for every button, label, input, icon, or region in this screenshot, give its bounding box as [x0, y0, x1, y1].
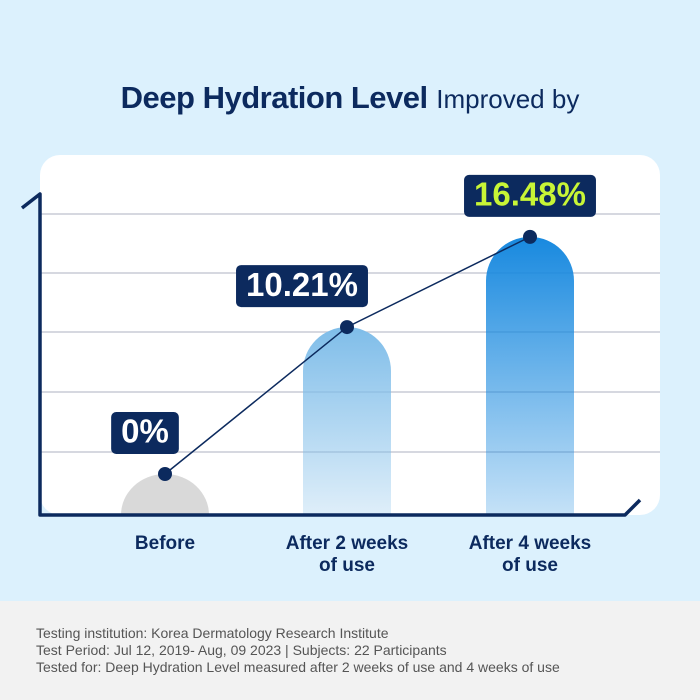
- point: [340, 320, 354, 335]
- axes: [20, 192, 642, 517]
- footnote-line: Testing institution: Korea Dermatology R…: [36, 625, 389, 641]
- bar: [486, 236, 574, 515]
- bar: [121, 474, 209, 515]
- footnote: Testing institution: Korea Dermatology R…: [0, 601, 700, 700]
- value-label: 16.48%: [474, 176, 586, 213]
- chart-title: Deep Hydration Level: [120, 80, 428, 115]
- title-suffix: Improved by: [436, 84, 580, 114]
- x-tick-label: After 2 weeks of use: [285, 533, 409, 576]
- x-tick-label: After 4 weeks of use: [468, 533, 592, 576]
- footnote-line: Tested for: Deep Hydration Level measure…: [36, 659, 560, 675]
- value-label: 0%: [121, 413, 169, 450]
- value-label-box: [111, 412, 179, 454]
- x-tick-label: Before: [134, 533, 196, 554]
- value-label-box: [236, 265, 368, 308]
- footnote-line: Test Period: Jul 12, 2019- Aug, 09 2023 …: [36, 642, 447, 658]
- title: Deep Hydration Level Improved by: [0, 80, 700, 116]
- point: [523, 229, 537, 244]
- value-label-box: [464, 174, 596, 217]
- value-label: 10.21%: [246, 266, 358, 303]
- point: [158, 467, 172, 481]
- bar: [303, 327, 391, 515]
